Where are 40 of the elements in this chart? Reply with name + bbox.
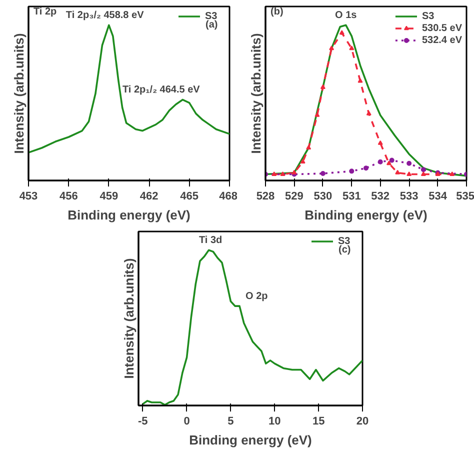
x-tick-label: 530 (314, 190, 332, 202)
chart-title: (b) (270, 6, 284, 18)
legend-label: S3 (422, 10, 436, 22)
legend-label: S3 (205, 10, 218, 22)
chart-subtitle: (c) (338, 244, 351, 256)
annotation: Ti 3d (198, 235, 222, 246)
x-tick-label: 533 (400, 190, 418, 202)
x-tick-label: 535 (456, 190, 474, 202)
x-tick-label: 459 (100, 190, 118, 202)
x-tick-label: 453 (19, 190, 38, 202)
x-tick-label: 462 (140, 190, 158, 202)
x-tick-label: 20 (356, 416, 369, 428)
x-tick-label: 5 (228, 416, 234, 428)
x-tick-label: 10 (268, 416, 281, 428)
x-tick-label: 532 (371, 190, 390, 202)
annotation: O 2p (246, 291, 268, 302)
legend-label: 530.5 eV (422, 22, 462, 34)
y-axis-title: Intensity (arb.units) (122, 258, 136, 379)
y-axis-title: Intensity (arb.units) (12, 33, 26, 154)
x-tick-label: 456 (60, 190, 78, 202)
x-axis-title: Binding energy (eV) (304, 208, 428, 222)
x-tick-label: 468 (219, 190, 238, 202)
x-tick-label: 0 (184, 416, 190, 428)
chart-subtitle: (a) (206, 20, 218, 30)
legend-label: 532.4 eV (422, 34, 462, 46)
x-axis-title: Binding energy (eV) (68, 208, 190, 222)
annotation: O 1s (335, 10, 358, 22)
x-tick-label: 529 (285, 190, 304, 202)
chart-title: Ti 2p (34, 6, 57, 18)
annotation: Ti 2p₁/₂ 464.5 eV (122, 84, 200, 96)
x-tick-label: 531 (342, 190, 361, 202)
x-axis-title: Binding energy (eV) (189, 432, 312, 448)
x-tick-label: 528 (256, 190, 275, 202)
x-tick-label: -5 (138, 416, 148, 428)
y-axis-title: Intensity (arb.units) (248, 33, 264, 154)
x-tick-label: 15 (312, 416, 325, 428)
x-tick-label: 465 (180, 190, 198, 202)
legend-label: S3 (338, 235, 352, 246)
annotation: Ti 2p₃/₂ 458.8 eV (66, 10, 144, 22)
x-tick-label: 534 (428, 190, 448, 202)
